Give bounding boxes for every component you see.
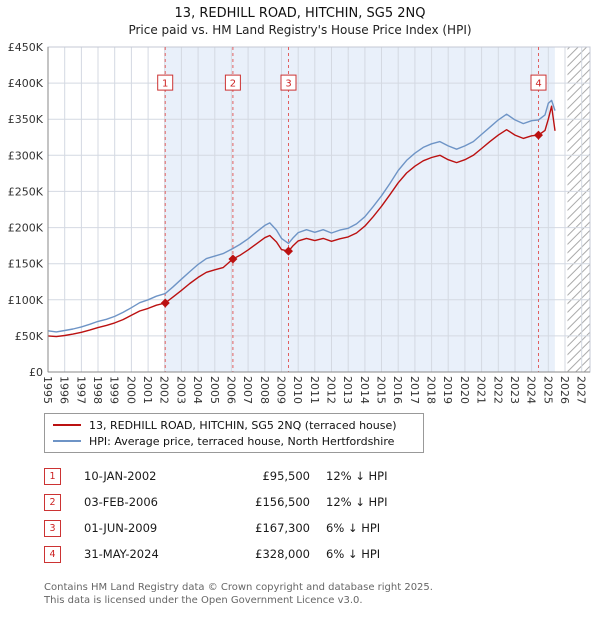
y-axis-label: £150K <box>8 258 44 271</box>
y-axis-label: £200K <box>8 222 44 235</box>
hpi-line <box>47 99 556 333</box>
x-axis-label: 2022 <box>491 376 504 404</box>
x-axis-label: 2001 <box>141 376 154 404</box>
sale-marker <box>160 298 170 308</box>
sale-marker <box>228 254 238 264</box>
price-history-chart: 1 2 3 4 £0 £50K £100K £150K £200K £250K £300K £350K… <box>8 41 591 404</box>
x-axis-label: 2023 <box>508 376 521 404</box>
transaction-hpi-delta: 12% ↓ HPI <box>326 469 388 483</box>
price-series-label: 13, REDHILL ROAD, HITCHIN, SG5 2NQ (terr… <box>89 418 397 432</box>
transaction-number: 4 <box>44 545 61 563</box>
transaction-price: £167,300 <box>255 521 310 535</box>
transaction-price: £156,500 <box>255 495 310 509</box>
x-axis-label: 1996 <box>58 376 71 404</box>
x-axis-label: 2010 <box>291 376 304 404</box>
property-price-report: 13, REDHILL ROAD, HITCHIN, SG5 2NQ Price… <box>0 0 600 607</box>
page-title: 13, REDHILL ROAD, HITCHIN, SG5 2NQ <box>174 6 426 21</box>
price-paid-line <box>47 105 556 338</box>
x-axis-label: 2020 <box>458 376 471 404</box>
transaction-number: 1 <box>44 467 61 485</box>
transaction-hpi-delta: 12% ↓ HPI <box>326 495 388 509</box>
x-axis-label: 2012 <box>325 376 338 404</box>
x-axis-label: 2026 <box>558 376 571 404</box>
hpi-series-swatch <box>53 440 81 442</box>
x-axis-label: 2002 <box>158 376 171 404</box>
license-line-2: This data is licensed under the Open Gov… <box>44 595 363 606</box>
y-axis-label: £300K <box>8 149 44 162</box>
y-axis-label: £400K <box>8 77 44 90</box>
sale-number: 2 <box>230 79 236 90</box>
x-axis-label: 2009 <box>275 376 288 404</box>
hpi-data-region <box>165 47 555 372</box>
x-axis-label: 1997 <box>74 376 87 404</box>
transaction-row: 4 31-MAY-2024 £328,000 6% ↓ HPI <box>44 541 600 567</box>
price-series-swatch <box>53 424 81 426</box>
transaction-hpi-delta: 6% ↓ HPI <box>326 521 381 535</box>
copyright-footer: Contains HM Land Registry data © Crown c… <box>44 581 600 607</box>
transaction-price: £328,000 <box>255 547 310 561</box>
sale-number-box <box>157 74 174 91</box>
transaction-date: 31-MAY-2024 <box>84 547 159 561</box>
transaction-date: 03-FEB-2006 <box>84 495 158 509</box>
y-axis-label: £50K <box>15 330 44 343</box>
page-subtitle: Price paid vs. HM Land Registry's House … <box>128 23 472 37</box>
x-axis-label: 2003 <box>174 376 187 404</box>
license-line-1: Contains HM Land Registry data © Crown c… <box>44 582 433 593</box>
transaction-number: 3 <box>44 519 61 537</box>
x-axis-label: 2005 <box>208 376 221 404</box>
x-axis-label: 1999 <box>108 376 121 404</box>
x-axis-label: 1998 <box>91 376 104 404</box>
x-axis-label: 2011 <box>308 376 321 404</box>
x-axis-label: 1995 <box>41 376 54 404</box>
x-axis-label: 2000 <box>124 376 137 404</box>
x-axis-label: 2018 <box>425 376 438 404</box>
x-axis-label: 2008 <box>258 376 271 404</box>
legend-row-hpi: HPI: Average price, terraced house, Nort… <box>53 433 415 449</box>
sale-number: 3 <box>285 79 291 90</box>
future-region <box>567 47 590 372</box>
x-axis-label: 2019 <box>441 376 454 404</box>
transaction-number: 2 <box>44 493 61 511</box>
transaction-date: 10-JAN-2002 <box>84 469 157 483</box>
legend-row-price: 13, REDHILL ROAD, HITCHIN, SG5 2NQ (terr… <box>53 417 415 433</box>
sale-marker <box>533 130 543 140</box>
hpi-series-label: HPI: Average price, terraced house, Nort… <box>89 434 395 448</box>
transaction-price: £95,500 <box>262 469 310 483</box>
transaction-table: 1 10-JAN-2002 £95,500 12% ↓ HPI 2 03-FEB… <box>44 463 600 567</box>
transaction-row: 3 01-JUN-2009 £167,300 6% ↓ HPI <box>44 515 600 541</box>
x-axis-label: 2021 <box>475 376 488 404</box>
sale-number-box <box>224 74 241 91</box>
x-axis-label: 2007 <box>241 376 254 404</box>
sale-number: 1 <box>162 79 168 90</box>
transaction-hpi-delta: 6% ↓ HPI <box>326 547 381 561</box>
transaction-row: 1 10-JAN-2002 £95,500 12% ↓ HPI <box>44 463 600 489</box>
x-axis-label: 2004 <box>191 376 204 404</box>
transaction-date: 01-JUN-2009 <box>84 521 158 535</box>
x-axis-label: 2006 <box>224 376 237 404</box>
report-header: 13, REDHILL ROAD, HITCHIN, SG5 2NQ Price… <box>0 0 600 39</box>
x-axis-label: 2017 <box>408 376 421 404</box>
x-axis-label: 2024 <box>525 376 538 404</box>
y-axis-label: £0 <box>29 366 43 379</box>
x-axis-label: 2014 <box>358 376 371 404</box>
x-axis-label: 2013 <box>341 376 354 404</box>
y-axis-label: £350K <box>8 113 44 126</box>
transaction-row: 2 03-FEB-2006 £156,500 12% ↓ HPI <box>44 489 600 515</box>
y-axis-label: £250K <box>8 185 44 198</box>
y-axis-label: £100K <box>8 294 44 307</box>
x-axis-label: 2027 <box>575 376 588 404</box>
y-axis-label: £450K <box>8 41 44 54</box>
sale-number-box <box>530 74 547 91</box>
sale-number: 4 <box>535 79 541 90</box>
chart-legend: 13, REDHILL ROAD, HITCHIN, SG5 2NQ (terr… <box>44 413 424 453</box>
x-axis-label: 2025 <box>541 376 554 404</box>
x-axis-label: 2015 <box>375 376 388 404</box>
sale-marker <box>283 246 293 256</box>
sale-number-box <box>280 74 297 91</box>
x-axis-label: 2016 <box>391 376 404 404</box>
